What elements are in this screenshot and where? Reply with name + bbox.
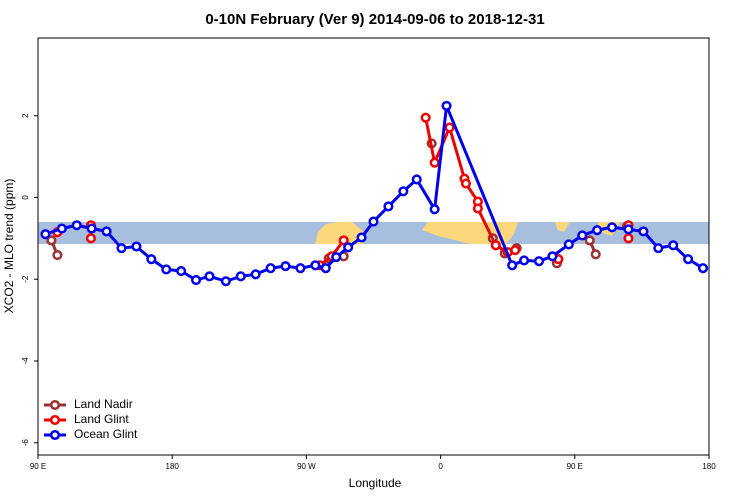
data-point	[398, 186, 409, 197]
data-point	[577, 230, 588, 241]
data-point	[429, 157, 440, 168]
data-point	[86, 223, 97, 234]
data-point	[668, 240, 679, 251]
data-point	[584, 235, 595, 246]
data-point	[101, 226, 112, 237]
data-point	[146, 254, 157, 265]
data-point	[220, 276, 231, 287]
data-point	[519, 255, 530, 266]
plot-frame	[37, 37, 710, 456]
legend-label: Land Nadir	[74, 397, 133, 411]
y-axis-label: XCO2 - MLO trend (ppm)	[2, 179, 16, 314]
data-point	[472, 203, 483, 214]
data-point	[697, 263, 709, 274]
data-point	[204, 271, 215, 282]
data-point	[533, 256, 545, 267]
data-point	[411, 174, 422, 185]
data-point	[46, 235, 57, 246]
data-point	[40, 229, 51, 240]
data-point	[623, 233, 634, 244]
x-tick-label: 180	[702, 462, 716, 471]
data-point	[280, 261, 291, 272]
data-point	[460, 178, 471, 189]
data-point	[490, 240, 501, 251]
data-point	[510, 245, 521, 256]
data-point	[235, 271, 246, 282]
data-point	[592, 225, 603, 236]
data-point	[52, 250, 63, 261]
data-point	[56, 223, 67, 234]
data-point	[250, 269, 261, 280]
x-tick-label: 90 E	[30, 462, 46, 471]
y-tick-label: -6	[21, 439, 30, 447]
data-point	[563, 239, 574, 250]
data-point	[71, 220, 82, 231]
data-point	[343, 242, 354, 253]
data-point	[507, 260, 518, 271]
x-axis-label: Longitude	[349, 476, 402, 490]
x-tick-label: 180	[166, 462, 180, 471]
y-tick-label: 2	[21, 113, 30, 118]
data-point	[356, 232, 367, 243]
data-point	[331, 252, 342, 263]
y-tick-label: -4	[21, 357, 30, 365]
land-patch	[315, 222, 366, 244]
chart-title: 0-10N February (Ver 9) 2014-09-06 to 201…	[205, 11, 544, 28]
legend-marker	[49, 399, 61, 411]
data-point	[320, 263, 331, 274]
data-point	[295, 263, 306, 274]
series-line	[44, 104, 704, 283]
data-point	[161, 264, 172, 275]
legend-label: Land Glint	[74, 412, 129, 426]
data-point	[191, 274, 202, 286]
legend-marker	[49, 414, 61, 426]
data-point	[116, 243, 127, 254]
legend-marker	[49, 429, 61, 441]
data-point	[85, 233, 96, 244]
data-point	[265, 263, 276, 274]
data-point	[176, 265, 187, 277]
data-point	[368, 216, 379, 227]
data-point	[441, 100, 452, 111]
data-point	[131, 241, 142, 252]
x-tick-label: 90 W	[297, 462, 316, 471]
y-tick-label: -2	[21, 275, 30, 283]
x-tick-label: 90 E	[567, 462, 583, 471]
data-point	[429, 204, 440, 215]
ocean-band	[38, 222, 709, 244]
land-patch	[555, 222, 570, 232]
data-point	[607, 222, 618, 233]
data-point	[310, 260, 321, 271]
data-point	[638, 226, 649, 237]
x-tick-label: 0	[438, 462, 443, 471]
data-point	[383, 201, 394, 212]
data-point	[338, 235, 349, 246]
data-point	[683, 254, 694, 265]
data-point	[590, 249, 601, 260]
data-point	[547, 251, 558, 262]
y-tick-label: 0	[21, 195, 30, 200]
data-point	[444, 122, 455, 133]
data-point	[623, 224, 634, 235]
data-point	[653, 243, 664, 254]
data-point	[420, 112, 431, 123]
legend-label: Ocean Glint	[74, 427, 138, 441]
